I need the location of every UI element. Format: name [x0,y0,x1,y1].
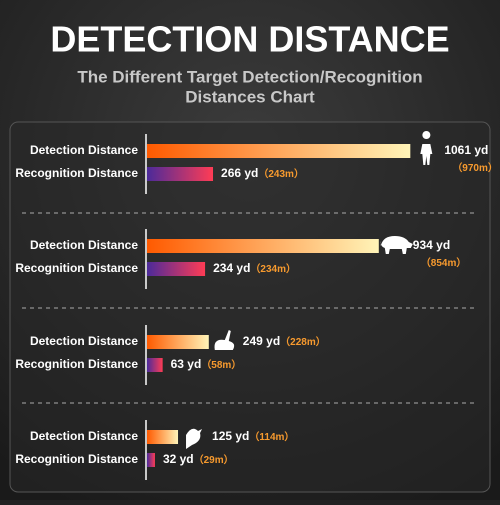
chart-subtitle: The Different Target Detection/Recogniti… [77,67,422,86]
value-text: 32 yd [163,452,194,466]
value-label: 1061 yd （970m） [444,143,498,173]
value-label: 249 yd（228m） [243,334,326,348]
row-label: Detection Distance [30,143,138,157]
meter-text: （228m） [280,335,326,348]
value-text: 63 yd [171,357,202,371]
meter-text: （234m） [250,262,296,275]
chart-title: DETECTION DISTANCE [50,19,449,60]
row-label: Detection Distance [30,238,138,252]
bar [147,430,179,444]
bar [147,144,411,158]
value-label: 234 yd（234m） [213,261,296,275]
value-label: 125 yd（114m） [212,429,294,443]
row-label: Recognition Distance [15,357,138,371]
bar [147,335,209,349]
target-icon [380,236,413,254]
meter-text: （29m） [194,453,234,466]
bar [147,239,379,253]
value-text: 934 yd [413,238,450,252]
value-text: 249 yd [243,334,280,348]
value-label: 934 yd （854m） [413,238,467,268]
row-label: Detection Distance [30,334,138,348]
chart-subtitle: Distances Chart [185,87,315,106]
target-icon [214,330,235,350]
value-text: 266 yd [221,166,258,180]
value-label: 32 yd（29m） [163,452,234,466]
bar [147,453,155,467]
row-label: Recognition Distance [15,452,138,466]
target-icon [186,428,203,449]
value-text: 125 yd [212,429,249,443]
bar [147,262,206,276]
target-icon [420,131,433,165]
value-label: 266 yd（243m） [221,166,304,180]
bar [147,358,163,372]
meter-text: （58m） [201,358,241,371]
row-label: Recognition Distance [15,166,138,180]
value-label: 63 yd（58m） [171,357,242,371]
meter-text: （114m） [249,430,294,443]
value-text: 234 yd [213,261,250,275]
meter-text: （970m） [452,161,498,174]
bar [147,167,214,181]
row-label: Detection Distance [30,429,138,443]
row-label: Recognition Distance [15,261,138,275]
value-text: 1061 yd [444,143,488,157]
meter-text: （854m） [421,256,467,269]
panel [9,121,491,493]
meter-text: （243m） [258,167,304,180]
